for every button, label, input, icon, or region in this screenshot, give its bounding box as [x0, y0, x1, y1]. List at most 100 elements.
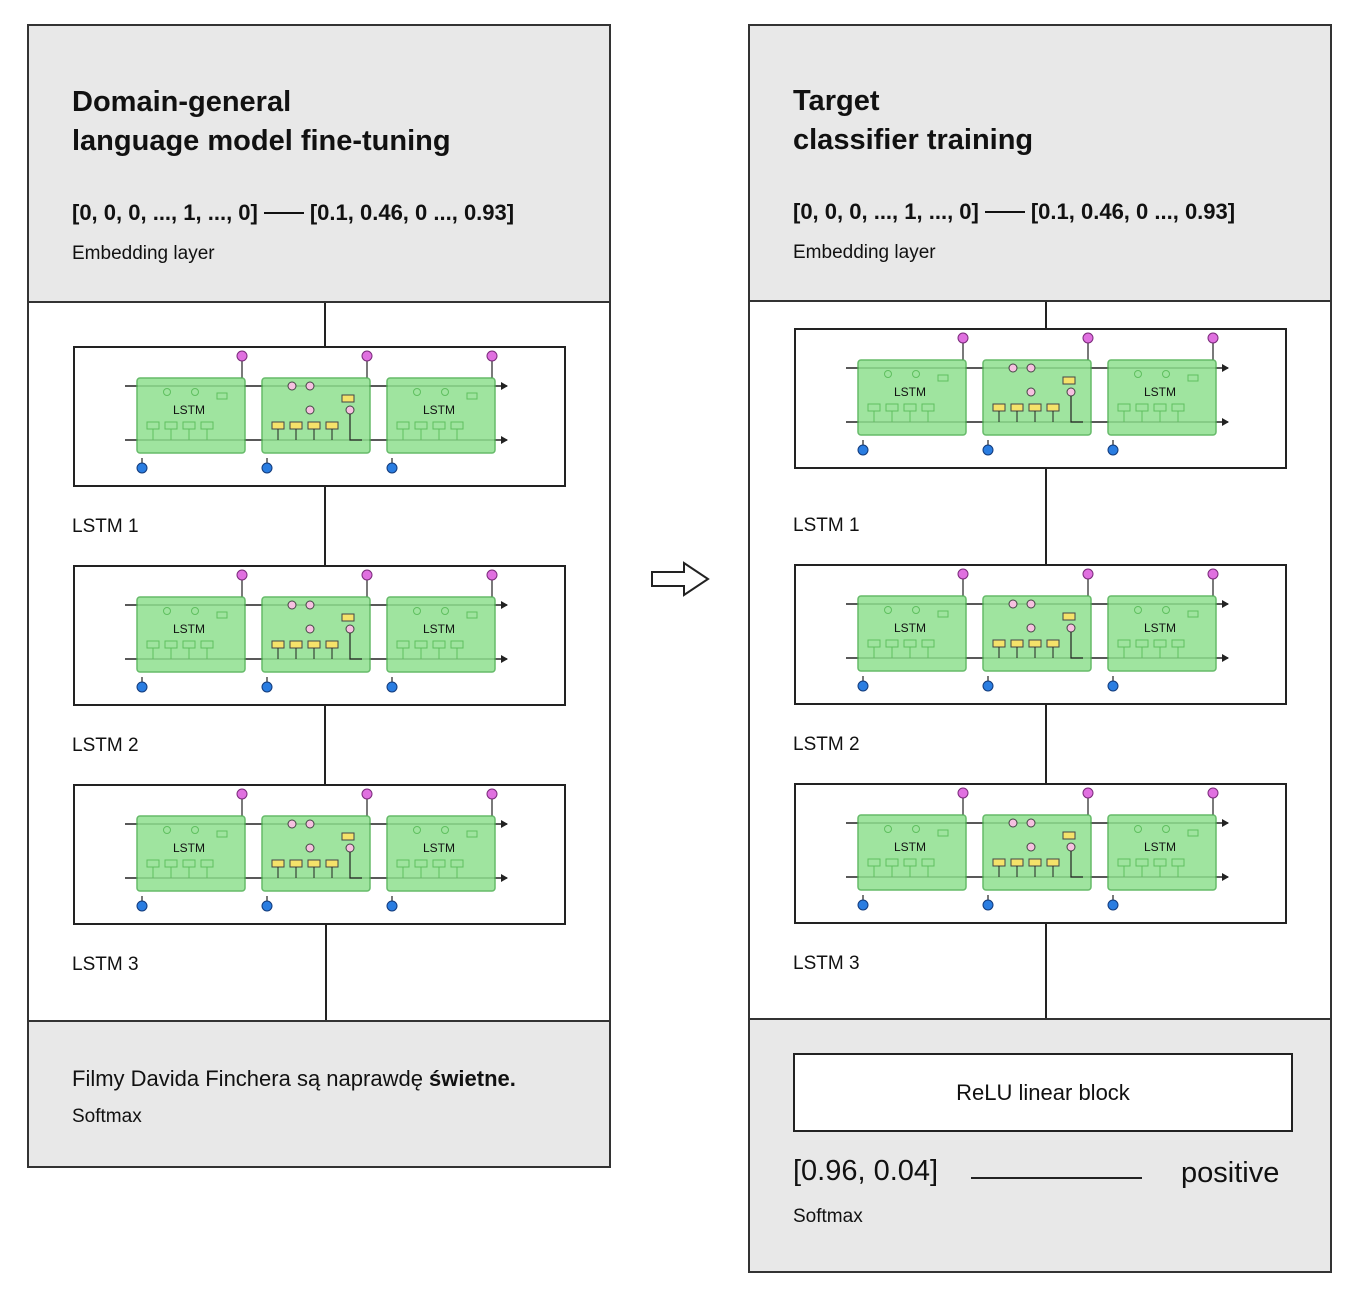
- right-lstm-box-1-output-node-3: [1207, 332, 1219, 344]
- left-title-line2: language model fine-tuning: [72, 125, 451, 157]
- left-lstm-box-1-cell-1: [136, 377, 246, 454]
- right-lstm-label-2: LSTM 2: [793, 734, 860, 755]
- left-sentence: Filmy Davida Finchera są naprawdę świetn…: [72, 1066, 516, 1092]
- left-lstm-box-1-output-node-1: [236, 350, 248, 362]
- right-lstm-box-1-cell-label-3: LSTM: [1144, 385, 1176, 399]
- left-lstm-label-2: LSTM 2: [72, 735, 139, 756]
- right-lstm-box-3: LSTM LSTM: [794, 783, 1287, 924]
- left-lstm-box-3-cell-label-1: LSTM: [173, 841, 205, 855]
- left-lstm-box-3-cell-3: [386, 815, 496, 892]
- right-lstm-box-2-cell-2: [982, 595, 1092, 672]
- left-vector-out: [0.1, 0.46, 0 ..., 0.93]: [309, 200, 515, 225]
- left-lstm-label-3: LSTM 3: [72, 954, 139, 975]
- right-lstm-box-2-input-node-3: [1107, 680, 1119, 692]
- left-lstm-box-2-cell-3: [386, 596, 496, 673]
- left-embedding-label: Embedding layer: [72, 243, 215, 264]
- left-lstm-box-1-output-node-3: [486, 350, 498, 362]
- left-embedding-vector: [0, 0, 0, ..., 1, ..., 0] [0.1, 0.46, 0 …: [72, 200, 514, 226]
- left-lstm-box-2: LSTM LSTM: [73, 565, 566, 706]
- right-lstm-box-1-output-node-1: [957, 332, 969, 344]
- right-lstm-box-1-input-node-2: [982, 444, 994, 456]
- right-lstm-box-3-cell-2: [982, 814, 1092, 891]
- right-lstm-label-3: LSTM 3: [793, 953, 860, 974]
- right-connector-3: [1045, 705, 1047, 783]
- left-connector-3: [324, 706, 326, 784]
- right-softmax-section: ReLU linear block [0.96, 0.04] positive …: [750, 1018, 1330, 1271]
- right-lstm-box-1-cell-3: [1107, 359, 1217, 436]
- right-lstm-box-3-input-node-1: [857, 899, 869, 911]
- right-lstm-box-3-cell-label-3: LSTM: [1144, 840, 1176, 854]
- right-lstm-box-3-output-node-2: [1082, 787, 1094, 799]
- right-title-line2: classifier training: [793, 124, 1034, 156]
- left-lstm-box-1-input-node-1: [136, 462, 148, 474]
- right-lstm-box-1-input-node-1: [857, 444, 869, 456]
- right-title-line1: Target: [793, 85, 880, 117]
- left-lstm-box-3: LSTM LSTM: [73, 784, 566, 925]
- left-vector-in: [0, 0, 0, ..., 1, ..., 0]: [72, 200, 258, 225]
- left-lstm-box-2-output-node-3: [486, 569, 498, 581]
- right-connector-1: [1045, 302, 1047, 328]
- right-lstm-box-3-input-node-3: [1107, 899, 1119, 911]
- left-lstm-box-2-cell-label-1: LSTM: [173, 622, 205, 636]
- left-lstm-box-3-output-node-2: [361, 788, 373, 800]
- right-vector-connector: [984, 211, 1025, 213]
- probability-vector: [0.96, 0.04]: [793, 1155, 939, 1187]
- left-lstm-box-2-output-node-1: [236, 569, 248, 581]
- right-lstm-box-2-output-node-1: [957, 568, 969, 580]
- left-lstm-box-3-output-node-3: [486, 788, 498, 800]
- right-lstm-box-1-cell-2: [982, 359, 1092, 436]
- left-sentence-plain: Filmy Davida Finchera są naprawdę: [72, 1066, 430, 1091]
- left-lstm-box-3-output-node-1: [236, 788, 248, 800]
- transition-arrow-icon: [651, 561, 710, 597]
- left-lstm-box-1-cell-label-3: LSTM: [423, 403, 455, 417]
- right-lstm-box-2-cell-3: [1107, 595, 1217, 672]
- right-lstm-label-1: LSTM 1: [793, 515, 860, 536]
- right-embedding-section: Target classifier training [0, 0, 0, ...…: [750, 26, 1330, 302]
- right-embedding-vector: [0, 0, 0, ..., 1, ..., 0] [0.1, 0.46, 0 …: [793, 199, 1235, 225]
- right-lstm-box-1-output-node-2: [1082, 332, 1094, 344]
- left-lstm-box-1-diagram: LSTM LSTM: [125, 350, 508, 474]
- left-lstm-box-1-input-node-3: [386, 462, 398, 474]
- right-lstm-box-1-input-node-3: [1107, 444, 1119, 456]
- right-lstm-box-2-output-node-3: [1207, 568, 1219, 580]
- left-lstm-box-2-diagram: LSTM LSTM: [125, 569, 508, 693]
- right-lstm-box-3-diagram: LSTM LSTM: [846, 787, 1229, 911]
- left-connector-2: [324, 487, 326, 565]
- right-vector-out: [0.1, 0.46, 0 ..., 0.93]: [1030, 199, 1236, 224]
- left-lstm-box-3-input-node-2: [261, 900, 273, 912]
- left-lstm-box-3-diagram: LSTM LSTM: [125, 788, 508, 912]
- left-softmax-label: Softmax: [72, 1106, 142, 1127]
- left-lstm-box-1-cell-label-1: LSTM: [173, 403, 205, 417]
- right-lstm-box-3-input-node-2: [982, 899, 994, 911]
- right-lstm-box-2-cell-label-3: LSTM: [1144, 621, 1176, 635]
- left-embedding-section: Domain-general language model fine-tunin…: [29, 26, 609, 303]
- left-lstm-box-3-cell-2: [261, 815, 371, 892]
- left-title-line1: Domain-general: [72, 86, 292, 118]
- left-lstm-box-1-cell-3: [386, 377, 496, 454]
- right-lstm-box-1-cell-1: [857, 359, 967, 436]
- right-lstm-box-2-cell-label-1: LSTM: [894, 621, 926, 635]
- right-lstm-box-3-cell-label-1: LSTM: [894, 840, 926, 854]
- right-lstm-box-2: LSTM LSTM: [794, 564, 1287, 705]
- left-lstm-box-3-input-node-3: [386, 900, 398, 912]
- left-connector-1: [324, 303, 326, 346]
- right-connector-4: [1045, 924, 1047, 1021]
- left-lstm-box-2-cell-label-3: LSTM: [423, 622, 455, 636]
- left-lstm-box-1: LSTM LSTM: [73, 346, 566, 487]
- left-lstm-box-2-input-node-1: [136, 681, 148, 693]
- left-lstm-label-1: LSTM 1: [72, 516, 139, 537]
- prediction-connector: [971, 1177, 1142, 1179]
- left-panel: Domain-general language model fine-tunin…: [27, 24, 611, 1168]
- right-lstm-box-3-output-node-3: [1207, 787, 1219, 799]
- right-lstm-box-2-output-node-2: [1082, 568, 1094, 580]
- left-lstm-box-2-output-node-2: [361, 569, 373, 581]
- right-softmax-label: Softmax: [793, 1206, 863, 1227]
- right-lstm-box-3-cell-3: [1107, 814, 1217, 891]
- left-lstm-box-1-cell-2: [261, 377, 371, 454]
- left-lstm-box-2-cell-2: [261, 596, 371, 673]
- right-lstm-box-1-cell-label-1: LSTM: [894, 385, 926, 399]
- left-lstm-box-1-output-node-2: [361, 350, 373, 362]
- right-connector-2: [1045, 469, 1047, 565]
- right-lstm-box-2-input-node-1: [857, 680, 869, 692]
- left-lstm-box-1-input-node-2: [261, 462, 273, 474]
